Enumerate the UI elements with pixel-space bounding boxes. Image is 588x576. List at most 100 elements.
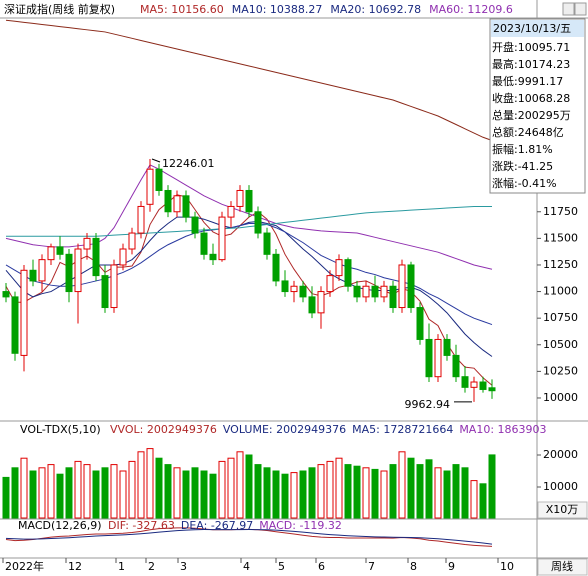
volume-bar bbox=[128, 460, 136, 519]
volume-bar bbox=[137, 451, 145, 519]
volume-bar bbox=[308, 467, 316, 519]
candle-body bbox=[371, 285, 379, 298]
volume-bar bbox=[110, 464, 118, 519]
time-label: 12 bbox=[68, 560, 82, 573]
macd-legend: DEA: -267.97 bbox=[181, 519, 253, 532]
info-row: 收盘:10068.28 bbox=[492, 91, 570, 105]
candle-body bbox=[38, 259, 46, 282]
candle-body bbox=[479, 381, 487, 390]
candle-body bbox=[65, 253, 73, 293]
candle-body bbox=[398, 264, 406, 309]
volume-unit: X10万 bbox=[546, 503, 579, 516]
volume-bar bbox=[182, 470, 190, 519]
volume-bar bbox=[164, 464, 172, 519]
candle-body bbox=[344, 259, 352, 287]
candle-body bbox=[416, 307, 424, 340]
volume-bar bbox=[146, 448, 154, 519]
volume-bar bbox=[263, 467, 271, 519]
candle-body bbox=[155, 168, 163, 191]
time-label: 5 bbox=[278, 560, 285, 573]
volume-bar bbox=[47, 464, 55, 519]
volume-bar bbox=[245, 454, 253, 519]
candle-body bbox=[200, 232, 208, 255]
volume-bar bbox=[335, 457, 343, 519]
volume-bar bbox=[326, 460, 334, 519]
y-tick-label: 11750 bbox=[543, 205, 578, 218]
candle-body bbox=[353, 285, 361, 298]
volume-bar bbox=[281, 473, 289, 519]
volume-bar bbox=[470, 480, 478, 519]
y-tick-label: 10750 bbox=[543, 311, 578, 324]
y-tick-label: 11250 bbox=[543, 258, 578, 271]
volume-bar bbox=[317, 464, 325, 519]
time-label: 3 bbox=[180, 560, 187, 573]
scroll-left-button[interactable] bbox=[562, 2, 575, 16]
scroll-right-button[interactable] bbox=[574, 2, 587, 16]
info-row: 涨跌:-41.25 bbox=[492, 159, 553, 173]
min-label: 9962.94 bbox=[405, 398, 451, 411]
volume-bar bbox=[20, 457, 28, 519]
candle-body bbox=[263, 232, 271, 255]
volume-legend: VVOL: 2002949376 bbox=[110, 423, 217, 436]
volume-bar bbox=[218, 460, 226, 519]
candle-body bbox=[2, 291, 10, 298]
y-tick-label: 10000 bbox=[543, 391, 578, 404]
candle-body bbox=[443, 338, 451, 356]
candle-body bbox=[335, 259, 343, 277]
period-box[interactable] bbox=[537, 558, 588, 576]
volume-bar bbox=[92, 470, 100, 519]
volume-bar bbox=[389, 464, 397, 519]
candle-body bbox=[173, 195, 181, 213]
candle-body bbox=[209, 253, 217, 261]
info-row: 最低:9991.17 bbox=[492, 75, 563, 88]
volume-bar bbox=[200, 470, 208, 519]
volume-bar bbox=[299, 470, 307, 519]
candle-body bbox=[164, 189, 172, 213]
volume-bar bbox=[29, 470, 37, 519]
max-pointer bbox=[151, 158, 161, 163]
volume-bar bbox=[461, 467, 469, 519]
candle-body bbox=[227, 205, 235, 218]
info-box: 2023/10/13/五 bbox=[489, 18, 586, 194]
candle-body bbox=[362, 285, 370, 298]
info-row: 涨幅:-0.41% bbox=[492, 177, 557, 190]
unit-box bbox=[537, 501, 588, 519]
period-label[interactable]: 周线 bbox=[551, 559, 573, 573]
candle-body bbox=[281, 280, 289, 293]
volume-bar bbox=[254, 464, 262, 519]
volume-bar bbox=[83, 464, 91, 519]
candle-body bbox=[254, 211, 262, 234]
volume-bar bbox=[11, 467, 19, 519]
macd-title: MACD(12,26,9) bbox=[18, 519, 102, 532]
candle-body bbox=[425, 338, 433, 378]
candle-body bbox=[11, 296, 19, 354]
candle-body bbox=[488, 387, 496, 392]
time-label: 6 bbox=[318, 560, 325, 573]
candle-body bbox=[389, 285, 397, 309]
candle-body bbox=[92, 237, 100, 277]
time-label: 9 bbox=[448, 560, 455, 573]
candle-body bbox=[245, 189, 253, 213]
volume-bar bbox=[434, 467, 442, 519]
time-label: 2 bbox=[148, 560, 155, 573]
time-label: 7 bbox=[368, 560, 375, 573]
volume-bar bbox=[38, 467, 46, 519]
volume-bar bbox=[416, 464, 424, 519]
time-label: 2022年 bbox=[5, 559, 44, 573]
candle-body bbox=[83, 237, 91, 250]
candle-body bbox=[191, 216, 199, 234]
candle-body bbox=[20, 269, 28, 356]
candle-body bbox=[434, 338, 442, 378]
info-row: 振幅:1.81% bbox=[492, 142, 553, 156]
time-label: 8 bbox=[410, 560, 417, 573]
volume-bar bbox=[101, 467, 109, 519]
volume-bar bbox=[425, 459, 433, 519]
macd-legend: DIF: -327.63 bbox=[108, 519, 175, 532]
y-tick-label: 20000 bbox=[543, 448, 578, 461]
candle-body bbox=[182, 195, 190, 218]
volume-bar bbox=[227, 457, 235, 519]
volume-legend: VOLUME: 2002949376 bbox=[223, 423, 346, 436]
volume-bar bbox=[119, 470, 127, 519]
info-row: 总额:24648亿 bbox=[492, 125, 564, 139]
